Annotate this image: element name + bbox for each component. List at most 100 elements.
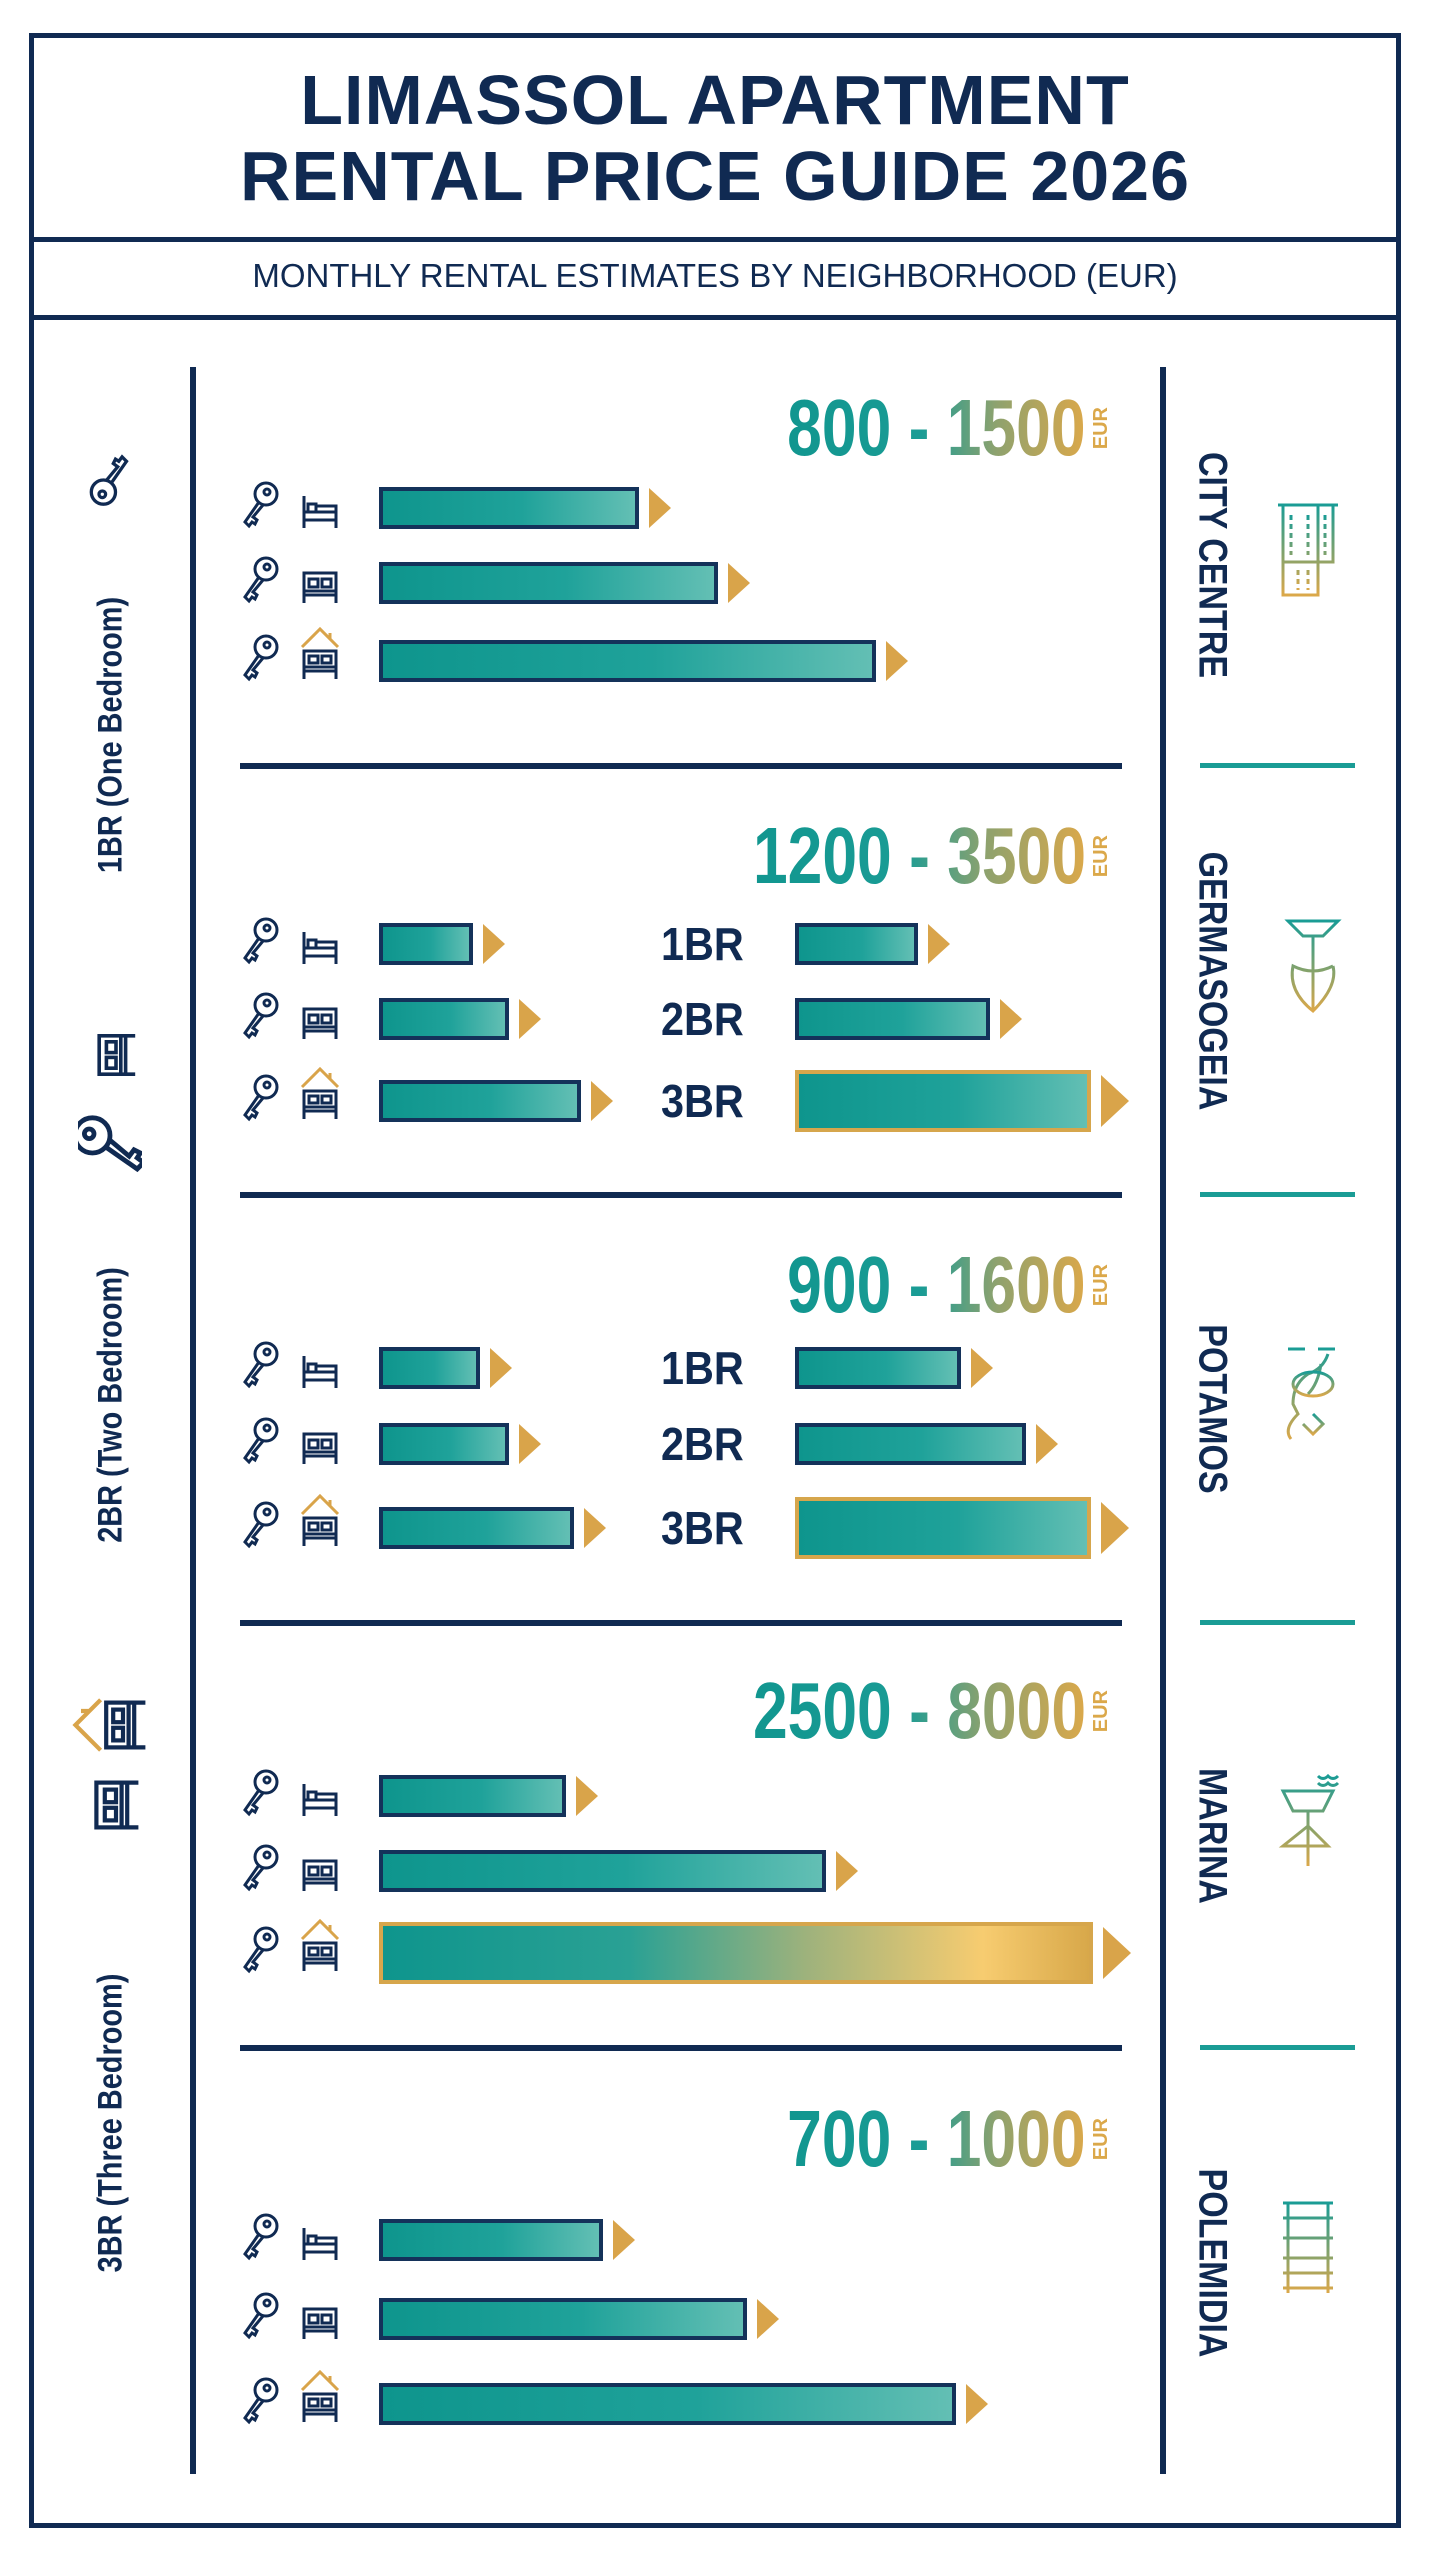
price-range-value: 2500 - 8000 (752, 1666, 1086, 1755)
bar-3br (379, 1507, 574, 1549)
price-unit: EUR (1090, 1263, 1112, 1307)
arrow-marker (971, 1348, 993, 1388)
arrow-marker (490, 1348, 512, 1388)
bar-1br (379, 2219, 603, 2261)
price-range: 900 - 1600 EUR (703, 1245, 1113, 1325)
arrow-marker (886, 641, 908, 681)
key-bed-icon (66, 1770, 152, 1840)
key-icon (243, 1417, 279, 1464)
arrow-marker (1036, 1424, 1058, 1464)
bar-1br (795, 923, 918, 965)
key-icon (243, 2292, 279, 2339)
neighborhood-divider (1200, 1620, 1355, 1625)
arrow-marker (649, 488, 671, 528)
bar-2br (379, 998, 509, 1040)
legend-label-2br: 2BR (Two Bedroom) (91, 1267, 130, 1543)
single-bed-icon (302, 2226, 338, 2262)
price-range: 1200 - 3500 EUR (659, 816, 1113, 896)
price-range-value: 800 - 1500 (787, 383, 1086, 472)
neighborhood-name: POLEMIDIA (1190, 2168, 1235, 2357)
bar-2br (795, 998, 990, 1040)
key-icon (243, 1074, 279, 1121)
double-bed-icon (80, 1020, 140, 1090)
price-unit: EUR (1090, 834, 1112, 878)
bar-label: 2BR (661, 993, 744, 1045)
price-unit: EUR (1090, 1689, 1112, 1733)
neighborhood-divider (1200, 1192, 1355, 1197)
bar-1br (379, 487, 639, 529)
beach-umbrella-icon (1286, 919, 1340, 1012)
page-title-line-2: RENTAL PRICE GUIDE 2026 (239, 136, 1191, 215)
left-divider (190, 367, 196, 2474)
subtitle-box: MONTHLY RENTAL ESTIMATES BY NEIGHBORHOOD… (29, 237, 1401, 320)
price-range-value: 900 - 1600 (787, 1240, 1086, 1329)
double-bed-icon (302, 1859, 338, 1893)
single-bed-icon (302, 1354, 338, 1390)
section-divider (240, 2045, 1122, 2051)
bar-3br (795, 1070, 1091, 1132)
double-bed-icon (302, 1432, 338, 1466)
title-box: LIMASSOL APARTMENT RENTAL PRICE GUIDE 20… (29, 33, 1401, 242)
neighborhood-name: MARINA (1190, 1767, 1235, 1904)
arrow-marker (483, 924, 505, 964)
key-icon (243, 634, 279, 681)
arrow-marker (613, 2220, 635, 2260)
key-icon (243, 1501, 279, 1548)
key-icon (243, 556, 279, 603)
bar-label: 1BR (661, 918, 744, 970)
arrow-marker (519, 999, 541, 1039)
bar-2br (379, 562, 718, 604)
bar-3br (379, 2383, 956, 2425)
key-icon (243, 917, 279, 964)
right-divider (1160, 367, 1166, 2474)
price-range: 800 - 1500 EUR (703, 388, 1113, 468)
key-icon (243, 1926, 279, 1973)
single-bed-icon (302, 930, 338, 966)
page-subtitle: MONTHLY RENTAL ESTIMATES BY NEIGHBORHOOD… (252, 257, 1178, 294)
key-icon (243, 481, 279, 528)
price-unit: EUR (1090, 406, 1112, 450)
neighborhood-divider (1200, 2045, 1355, 2050)
key-icon (243, 1769, 279, 1816)
arrow-marker (576, 1776, 598, 1816)
house-bed-icon (300, 1494, 340, 1548)
bar-1br (379, 923, 473, 965)
bar-label: 3BR (661, 1075, 744, 1127)
bar-3br (379, 1080, 581, 1122)
bar-3br (379, 1922, 1093, 1984)
house-bed-icon (66, 1690, 152, 1760)
bar-label: 2BR (661, 1418, 744, 1470)
arrow-marker (966, 2384, 988, 2424)
arrow-marker (591, 1081, 613, 1121)
arrow-marker (728, 563, 750, 603)
double-bed-icon (302, 571, 338, 605)
neighborhood-divider (1200, 763, 1355, 768)
building-icon (1276, 503, 1340, 597)
neighborhood-name: CITY CENTRE (1190, 451, 1235, 679)
house-bed-icon (300, 1919, 340, 1973)
arrow-marker (1101, 1075, 1129, 1127)
key-icon (243, 2213, 279, 2260)
double-bed-icon (302, 1007, 338, 1041)
bar-1br (795, 1347, 961, 1389)
section-divider (240, 1192, 1122, 1198)
arrow-marker (757, 2299, 779, 2339)
key-icon (243, 1844, 279, 1891)
bar-2br (795, 1423, 1026, 1465)
bar-3br (795, 1497, 1091, 1559)
legend-label-1br: 1BR (One Bedroom) (91, 596, 130, 874)
house-bed-icon (300, 627, 340, 681)
single-bed-icon (302, 1782, 338, 1818)
arrow-marker (584, 1508, 606, 1548)
arrow-marker (928, 924, 950, 964)
section-divider (240, 763, 1122, 769)
neighborhood-name: GERMASOGEIA (1190, 851, 1235, 1110)
sailboat-icon (1281, 1774, 1340, 1867)
single-bed-icon (302, 494, 338, 530)
bench-icon (1281, 2201, 1335, 2294)
price-unit: EUR (1090, 2117, 1112, 2161)
key-icon (78, 1105, 142, 1185)
page-title-line-1: LIMASSOL APARTMENT (300, 60, 1130, 139)
river-tree-icon (1286, 1347, 1337, 1441)
arrow-marker (1000, 999, 1022, 1039)
